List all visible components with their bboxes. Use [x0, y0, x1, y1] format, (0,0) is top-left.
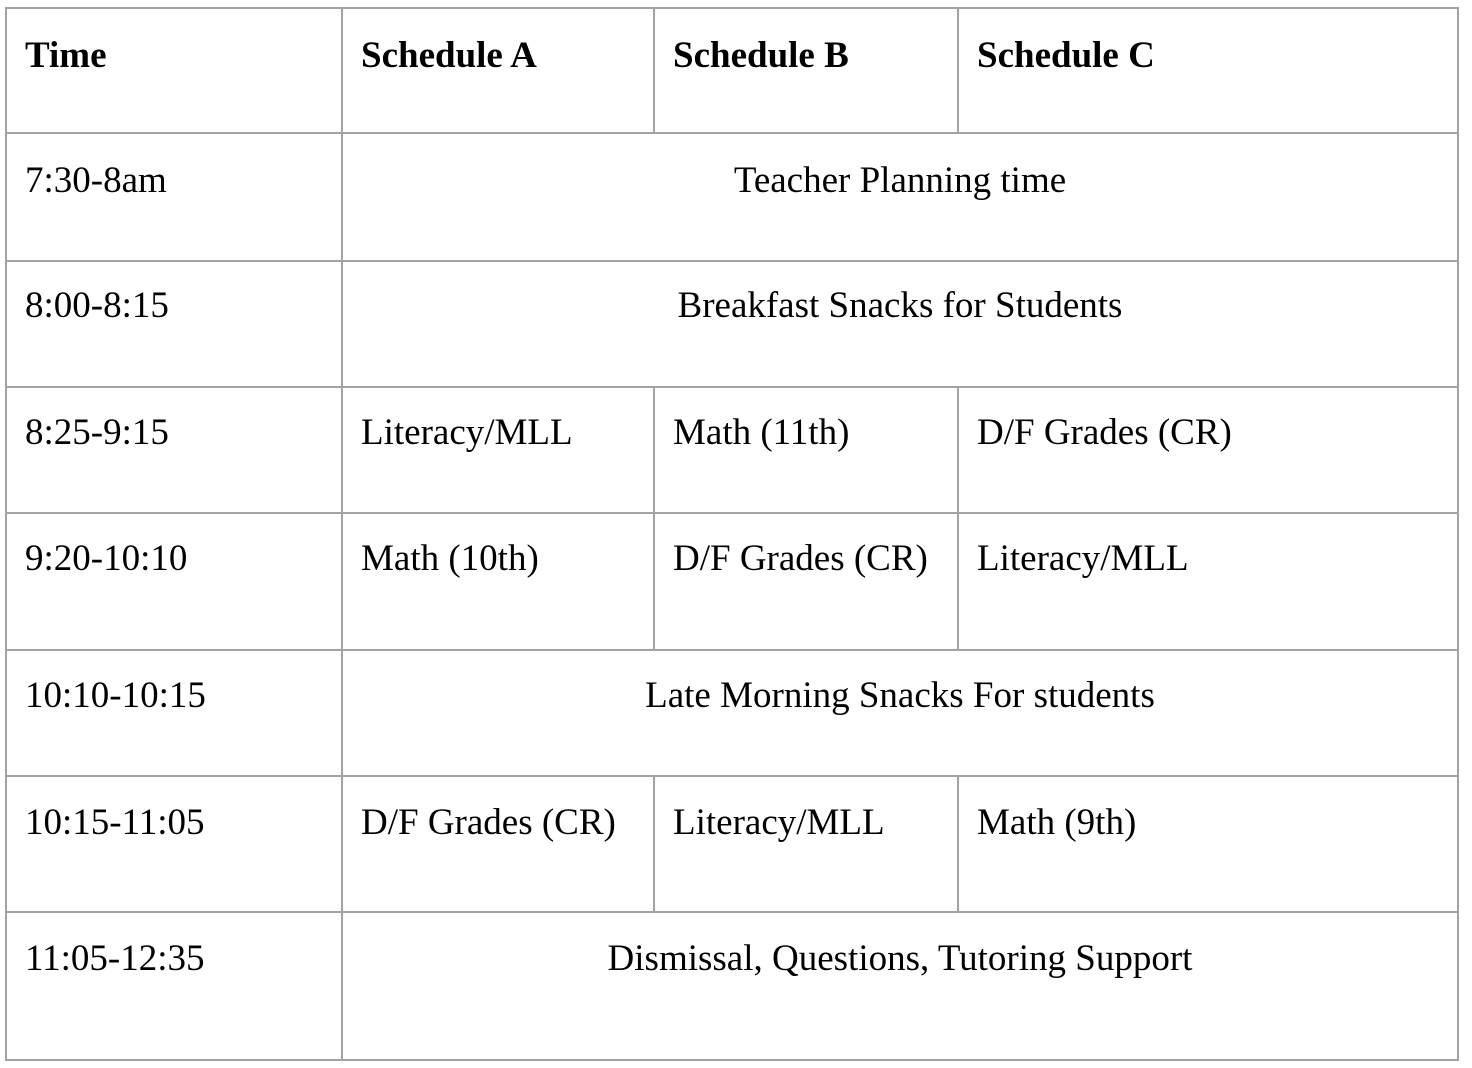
- schedule-a-cell: Literacy/MLL: [341, 386, 655, 514]
- all-schedules-cell: Dismissal, Questions, Tutoring Support: [341, 911, 1459, 1061]
- schedule-c-cell: Literacy/MLL: [957, 512, 1459, 651]
- table-row: 10:15-11:05 D/F Grades (CR) Literacy/MLL…: [5, 775, 1459, 913]
- schedule-b-cell: Math (11th): [653, 386, 959, 514]
- table-row: 7:30-8am Teacher Planning time: [5, 132, 1459, 262]
- all-schedules-cell: Breakfast Snacks for Students: [341, 260, 1459, 388]
- time-cell: 10:10-10:15: [5, 649, 343, 777]
- schedule-b-cell: D/F Grades (CR): [653, 512, 959, 651]
- header-schedule-a: Schedule A: [341, 7, 655, 134]
- time-cell: 10:15-11:05: [5, 775, 343, 913]
- time-cell: 7:30-8am: [5, 132, 343, 262]
- schedule-b-cell: Literacy/MLL: [653, 775, 959, 913]
- table-row: 8:25-9:15 Literacy/MLL Math (11th) D/F G…: [5, 386, 1459, 514]
- table-row: 8:00-8:15 Breakfast Snacks for Students: [5, 260, 1459, 388]
- header-schedule-c: Schedule C: [957, 7, 1459, 134]
- time-cell: 8:00-8:15: [5, 260, 343, 388]
- header-row: Time Schedule A Schedule B Schedule C: [5, 7, 1459, 134]
- table-row: 10:10-10:15 Late Morning Snacks For stud…: [5, 649, 1459, 777]
- schedule-a-cell: Math (10th): [341, 512, 655, 651]
- time-cell: 9:20-10:10: [5, 512, 343, 651]
- schedule-c-cell: D/F Grades (CR): [957, 386, 1459, 514]
- table-row: 9:20-10:10 Math (10th) D/F Grades (CR) L…: [5, 512, 1459, 651]
- schedule-table: Time Schedule A Schedule B Schedule C 7:…: [5, 7, 1459, 1061]
- all-schedules-cell: Teacher Planning time: [341, 132, 1459, 262]
- schedule-c-cell: Math (9th): [957, 775, 1459, 913]
- table-row: 11:05-12:35 Dismissal, Questions, Tutori…: [5, 911, 1459, 1061]
- all-schedules-cell: Late Morning Snacks For students: [341, 649, 1459, 777]
- time-cell: 11:05-12:35: [5, 911, 343, 1061]
- header-time: Time: [5, 7, 343, 134]
- header-schedule-b: Schedule B: [653, 7, 959, 134]
- schedule-a-cell: D/F Grades (CR): [341, 775, 655, 913]
- time-cell: 8:25-9:15: [5, 386, 343, 514]
